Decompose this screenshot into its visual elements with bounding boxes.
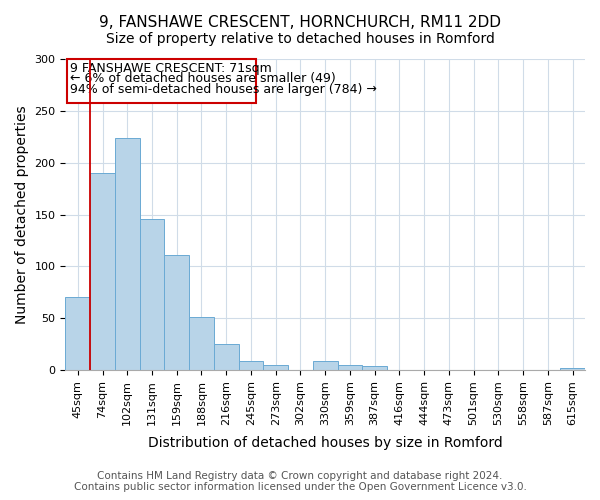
Text: Size of property relative to detached houses in Romford: Size of property relative to detached ho… <box>106 32 494 46</box>
Bar <box>263 365 288 370</box>
Text: 9 FANSHAWE CRESCENT: 71sqm: 9 FANSHAWE CRESCENT: 71sqm <box>70 62 272 75</box>
FancyBboxPatch shape <box>67 59 256 102</box>
Y-axis label: Number of detached properties: Number of detached properties <box>15 105 29 324</box>
Bar <box>65 298 90 370</box>
Bar <box>214 344 239 370</box>
Bar <box>90 173 115 370</box>
Bar <box>189 317 214 370</box>
Text: 9, FANSHAWE CRESCENT, HORNCHURCH, RM11 2DD: 9, FANSHAWE CRESCENT, HORNCHURCH, RM11 2… <box>99 15 501 30</box>
Bar <box>140 218 164 370</box>
Bar <box>239 360 263 370</box>
Bar <box>164 255 189 370</box>
Bar <box>313 360 338 370</box>
Bar <box>362 366 387 370</box>
Text: ← 6% of detached houses are smaller (49): ← 6% of detached houses are smaller (49) <box>70 72 336 86</box>
Text: Contains HM Land Registry data © Crown copyright and database right 2024.
Contai: Contains HM Land Registry data © Crown c… <box>74 471 526 492</box>
Text: 94% of semi-detached houses are larger (784) →: 94% of semi-detached houses are larger (… <box>70 83 377 96</box>
Bar <box>338 365 362 370</box>
Bar <box>560 368 585 370</box>
X-axis label: Distribution of detached houses by size in Romford: Distribution of detached houses by size … <box>148 436 503 450</box>
Bar <box>115 138 140 370</box>
